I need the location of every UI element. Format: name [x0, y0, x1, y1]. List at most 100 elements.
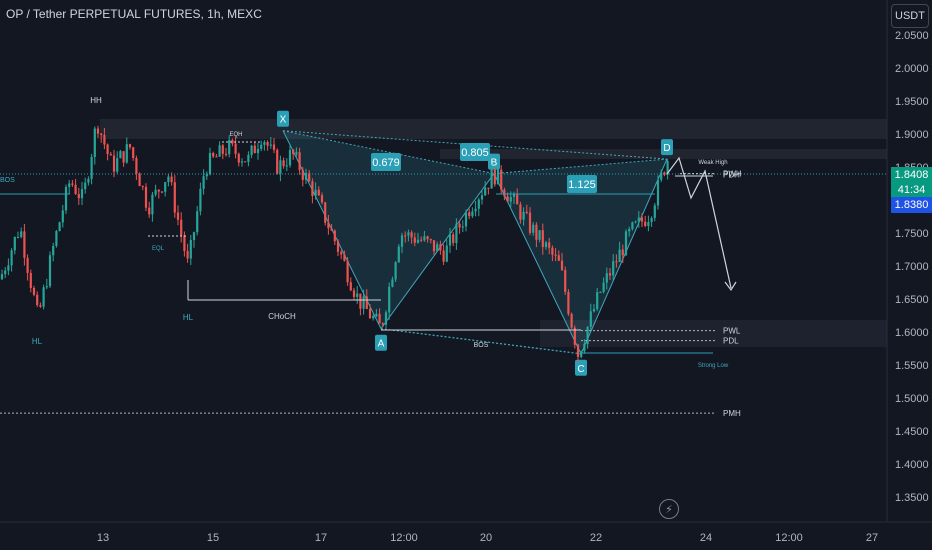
y-tick-label: 1.9500 [895, 96, 929, 108]
candle-body [154, 189, 157, 195]
candle-body [480, 195, 484, 200]
candle-body [183, 235, 186, 252]
candle-body [416, 239, 420, 243]
structure-label: HL [183, 313, 194, 322]
candle-body [640, 217, 644, 222]
y-tick-label: 1.3500 [895, 492, 929, 504]
candle-body [439, 244, 442, 251]
candle-body [292, 149, 295, 155]
candle-body [602, 282, 605, 292]
level-label: PWH [723, 170, 742, 179]
candle-body [381, 323, 384, 325]
candle-body [528, 212, 532, 233]
pattern-point-a [375, 334, 387, 351]
x-axis: 13 15 17 12:00 20 22 24 12:00 27 [97, 532, 878, 544]
pattern-point-label: C [577, 364, 584, 375]
candle-body [634, 221, 637, 223]
candle-body [573, 327, 576, 345]
pattern-point-label: X [280, 115, 287, 126]
candle-body [266, 142, 269, 146]
candle-body [532, 224, 535, 233]
candle-body [244, 161, 247, 163]
candle-body [282, 160, 285, 167]
candle-body [61, 210, 64, 223]
candle-body [586, 326, 589, 344]
lightning-icon[interactable]: ⚡ [659, 499, 679, 519]
candle-body [557, 255, 560, 261]
candle-body [256, 148, 260, 154]
candle-body [407, 232, 410, 236]
level-price-tag: 1.8380 [891, 197, 932, 213]
candle-body [164, 182, 167, 192]
candle-body [343, 254, 346, 261]
candle-body [116, 158, 119, 172]
candle-body [250, 145, 253, 155]
candle-body [231, 139, 234, 144]
pattern-diagonal [380, 328, 582, 355]
x-tick-label: 12:00 [390, 532, 418, 544]
candle-body [477, 199, 480, 209]
level-label: PMH [723, 409, 741, 418]
candle-body [16, 236, 20, 238]
candle-body [551, 247, 554, 255]
candle-body [128, 144, 132, 148]
candle-body [320, 195, 324, 203]
candle-body [301, 170, 304, 180]
structure-label: HL [32, 337, 43, 346]
ratio-label: 0.679 [372, 157, 400, 169]
candle-body [352, 290, 356, 297]
y-tick-label: 1.6000 [895, 327, 929, 339]
candle-body [426, 236, 429, 240]
candle-body [55, 231, 58, 246]
candle-body [221, 145, 224, 154]
candle-body [503, 189, 506, 197]
candle-body [567, 291, 570, 314]
candle-body [240, 161, 244, 163]
y-tick-label: 1.4500 [895, 426, 929, 438]
candle-body [68, 183, 71, 188]
pattern-point-label: D [663, 143, 670, 154]
candle-body [176, 212, 180, 220]
candle-body [445, 245, 448, 262]
candle-body [461, 226, 464, 228]
candle-body [314, 189, 317, 197]
candle-body [160, 191, 164, 193]
y-tick-label: 2.0000 [895, 63, 929, 75]
candle-body [410, 232, 413, 238]
candle-body [576, 344, 580, 357]
ratio-box [460, 143, 490, 161]
structure-label: BOS [0, 177, 15, 184]
candle-body [612, 261, 615, 276]
candle-body [589, 311, 592, 327]
candle-body [0, 274, 4, 280]
demand-zone [540, 320, 887, 347]
candle-body [628, 228, 631, 232]
candle-body [119, 151, 122, 159]
currency-button[interactable]: USDT [891, 4, 929, 28]
candle-body [493, 169, 496, 185]
candle-body [647, 222, 650, 226]
y-tick-label: 1.5500 [895, 360, 929, 372]
projection-path [666, 156, 732, 289]
candle-body [58, 222, 61, 232]
structure-label: EQH [229, 132, 242, 138]
candle-body [346, 260, 349, 283]
x-tick-label: 17 [315, 532, 327, 544]
candle-body [368, 308, 372, 319]
candle-body [624, 231, 628, 256]
candle-body [311, 181, 314, 197]
chart-labels: HH EQH EQL HL HL CHoCH BOS BOS Weak High Strong L… [0, 96, 729, 369]
candle-body [656, 179, 660, 206]
candle-body [48, 255, 52, 287]
candle-body [330, 228, 333, 231]
candle-body [279, 160, 282, 174]
candle-body [413, 237, 416, 243]
candle-body [583, 343, 586, 352]
candle-body [132, 147, 135, 158]
candle-body [464, 212, 468, 227]
candle-body [349, 282, 352, 291]
candle-body [541, 230, 544, 247]
candle-body [32, 287, 36, 295]
candle-body [228, 139, 231, 155]
